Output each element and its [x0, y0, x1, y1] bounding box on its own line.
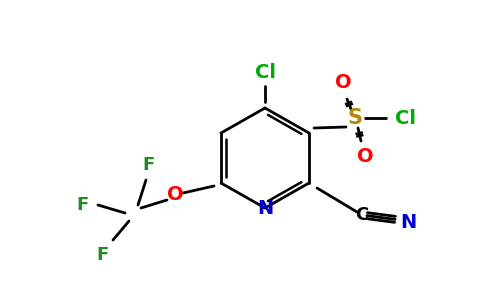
- Text: Cl: Cl: [255, 62, 275, 82]
- Text: O: O: [166, 185, 183, 205]
- Text: F: F: [142, 156, 154, 174]
- Text: N: N: [400, 212, 416, 232]
- Text: Cl: Cl: [394, 109, 415, 128]
- Text: N: N: [257, 199, 273, 218]
- Text: F: F: [77, 196, 89, 214]
- Text: S: S: [348, 108, 363, 128]
- Text: C: C: [355, 206, 369, 224]
- Text: O: O: [335, 74, 351, 92]
- Text: O: O: [357, 148, 373, 166]
- Text: F: F: [96, 246, 108, 264]
